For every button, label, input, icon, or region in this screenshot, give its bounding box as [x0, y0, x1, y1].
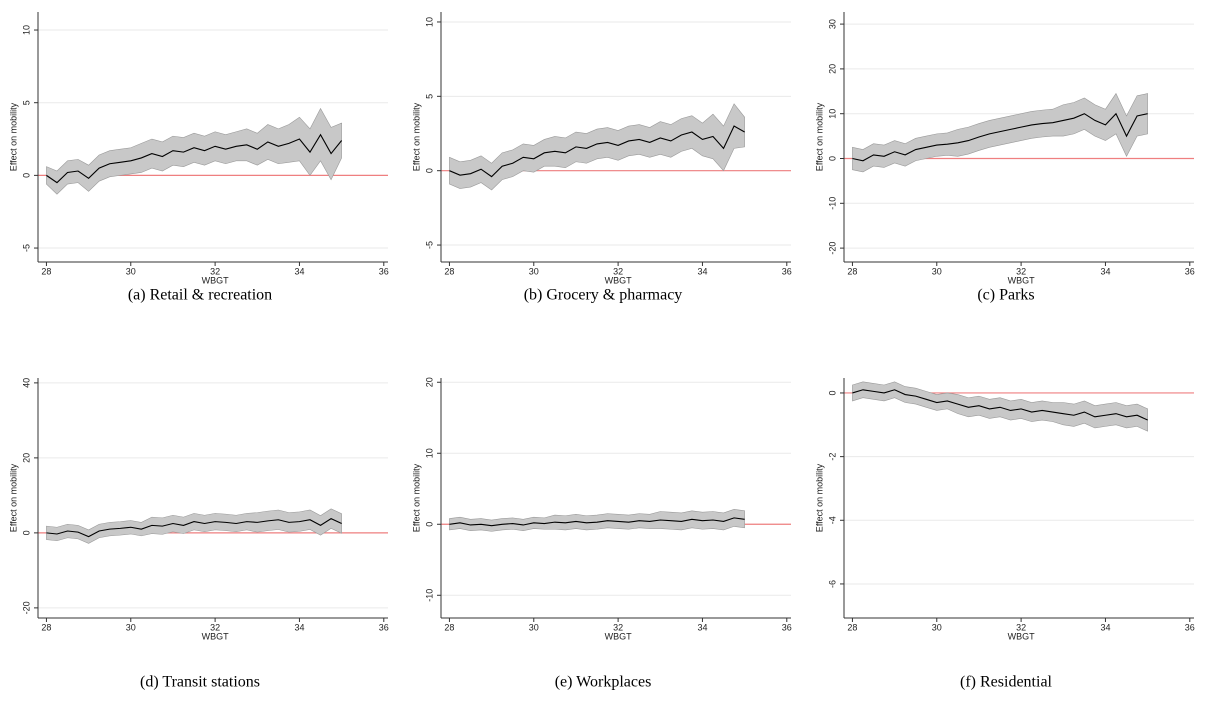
x-tick-label: 32: [1016, 622, 1026, 632]
y-tick-label: 10: [21, 25, 31, 35]
x-tick-label: 28: [41, 266, 51, 276]
x-tick-label: 32: [210, 622, 220, 632]
y-tick-label: -2: [827, 453, 837, 461]
x-tick-label: 28: [444, 622, 454, 632]
x-tick-label: 30: [126, 266, 136, 276]
confidence-band: [449, 103, 745, 191]
effect-line: [449, 517, 745, 527]
x-tick-label: 28: [847, 622, 857, 632]
x-axis-label: WBGT: [605, 275, 632, 285]
x-tick-label: 36: [1185, 266, 1195, 276]
y-tick-label: 0: [424, 168, 434, 173]
y-tick-label: 10: [424, 448, 434, 458]
y-tick-label: 0: [424, 522, 434, 527]
y-tick-label: -5: [21, 244, 31, 252]
y-tick-label: 5: [21, 100, 31, 105]
confidence-band: [449, 509, 745, 532]
y-tick-label: 0: [21, 173, 31, 178]
caption: (c) Parks: [977, 287, 1034, 304]
x-tick-label: 32: [210, 266, 220, 276]
y-tick-label: 20: [424, 377, 434, 387]
y-tick-label: 5: [424, 94, 434, 99]
y-axis-label: Effect on mobility: [814, 102, 824, 171]
y-axis-label: Effect on mobility: [411, 102, 421, 171]
x-tick-label: 30: [126, 622, 136, 632]
x-tick-label: 32: [613, 266, 623, 276]
x-tick-label: 32: [1016, 266, 1026, 276]
panel: 0 -2 -4 -6 28 30 32 34 36 WBGT Effect on mobility (…: [814, 378, 1195, 691]
panel: -20 0 20 40 28 30 32 34 36 WBGT Effect on mobility…: [8, 378, 388, 691]
x-axis-label: WBGT: [1008, 631, 1035, 641]
panel: -20 -10 0 10 20 30 28 30 32 34 36 WBGT Effect on mob…: [814, 12, 1195, 304]
y-tick-label: -10: [827, 197, 837, 210]
y-axis-label: Effect on mobility: [814, 463, 824, 532]
confidence-band: [852, 92, 1148, 173]
x-axis-label: WBGT: [605, 631, 632, 641]
y-tick-label: -6: [827, 580, 837, 588]
y-tick-label: 10: [424, 17, 434, 27]
panel: -5 0 5 10 28 30 32 34 36 WBGT Effect on mobility (a…: [8, 12, 389, 304]
x-tick-label: 30: [529, 622, 539, 632]
x-axis-label: WBGT: [202, 275, 229, 285]
x-tick-label: 36: [379, 622, 389, 632]
y-tick-label: 20: [21, 453, 31, 463]
caption: (a) Retail & recreation: [128, 287, 272, 304]
y-tick-label: -20: [21, 601, 31, 614]
y-tick-label: 0: [827, 156, 837, 161]
y-tick-label: 10: [827, 109, 837, 119]
effect-line: [46, 133, 343, 184]
x-tick-label: 32: [613, 622, 623, 632]
x-tick-label: 34: [697, 622, 707, 632]
x-tick-label: 30: [932, 266, 942, 276]
confidence-band: [852, 381, 1148, 432]
y-tick-label: 0: [827, 390, 837, 395]
x-tick-label: 36: [1185, 622, 1195, 632]
x-tick-label: 28: [444, 266, 454, 276]
caption: (b) Grocery & pharmacy: [524, 287, 683, 304]
x-tick-label: 36: [782, 266, 792, 276]
y-tick-label: 30: [827, 19, 837, 29]
caption: (f) Residential: [960, 674, 1053, 691]
x-axis-label: WBGT: [1008, 275, 1035, 285]
effect-line: [449, 125, 745, 178]
effect-line: [852, 112, 1148, 162]
x-tick-label: 36: [782, 622, 792, 632]
x-tick-label: 34: [1100, 266, 1110, 276]
x-tick-label: 34: [1100, 622, 1110, 632]
y-tick-label: 20: [827, 64, 837, 74]
confidence-band: [46, 508, 342, 544]
y-axis-label: Effect on mobility: [8, 102, 18, 171]
y-tick-label: 0: [21, 530, 31, 535]
caption: (e) Workplaces: [555, 674, 652, 691]
y-tick-label: -10: [424, 589, 434, 602]
x-tick-label: 28: [41, 622, 51, 632]
x-tick-label: 30: [932, 622, 942, 632]
confidence-band: [46, 107, 342, 195]
x-tick-label: 28: [847, 266, 857, 276]
x-tick-label: 34: [294, 622, 304, 632]
x-tick-label: 34: [697, 266, 707, 276]
effect-line: [852, 389, 1148, 421]
y-axis-label: Effect on mobility: [8, 463, 18, 532]
y-tick-label: -20: [827, 242, 837, 255]
y-tick-label: -4: [827, 516, 837, 524]
caption: (d) Transit stations: [140, 674, 260, 691]
y-tick-label: 40: [21, 378, 31, 388]
panel: -5 0 5 10 28 30 32 34 36 WBGT Effect on mobility (b…: [411, 12, 792, 304]
x-tick-label: 36: [379, 266, 389, 276]
x-axis-label: WBGT: [202, 631, 229, 641]
y-tick-label: -5: [424, 241, 434, 249]
effect-line: [46, 517, 342, 538]
y-axis-label: Effect on mobility: [411, 463, 421, 532]
x-tick-label: 30: [529, 266, 539, 276]
panel: -10 0 10 20 28 30 32 34 36 WBGT Effect on mobility…: [411, 377, 791, 690]
x-tick-label: 34: [294, 266, 304, 276]
